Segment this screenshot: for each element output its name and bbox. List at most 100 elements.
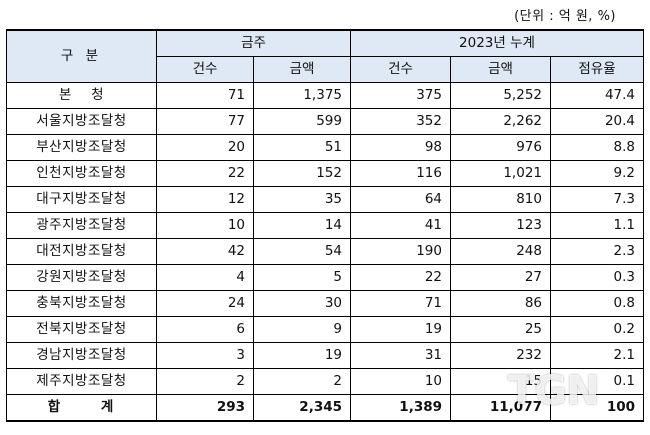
- week-amount: 152: [253, 160, 351, 187]
- unit-note: (단위 : 억 원, %): [514, 9, 616, 24]
- share: 0.8: [550, 290, 644, 317]
- week-count: 22: [156, 160, 254, 187]
- table-row: 서울지방조달청 77 599 352 2,262 20.4: [6, 108, 644, 135]
- week-amount: 14: [253, 212, 351, 239]
- cum-amount: 15: [450, 368, 551, 395]
- row-label: 경남지방조달청: [6, 342, 157, 369]
- total-cum-amount: 11,077: [450, 394, 551, 422]
- share: 0.2: [550, 316, 644, 343]
- row-label: 대전지방조달청: [6, 238, 157, 265]
- table-row: 인천지방조달청 22 152 116 1,021 9.2: [6, 160, 644, 187]
- week-count: 42: [156, 238, 254, 265]
- table-row: 충북지방조달청 24 30 71 86 0.8: [6, 290, 644, 317]
- share: 2.3: [550, 238, 644, 265]
- procurement-table: 구 분 금주 2023년 누계 건수 금액 건수 금액 점유율 본 청 71 1,3…: [6, 29, 644, 422]
- cum-amount: 5,252: [450, 82, 551, 109]
- week-count: 4: [156, 264, 254, 291]
- cum-count: 375: [350, 82, 451, 109]
- cum-count: 22: [350, 264, 451, 291]
- table-row: 경남지방조달청 3 19 31 232 2.1: [6, 342, 644, 369]
- share: 47.4: [550, 82, 644, 109]
- header-count-cumulative: 건수: [350, 56, 451, 83]
- header-this-week: 금주: [156, 29, 351, 57]
- cum-count: 116: [350, 160, 451, 187]
- share: 8.8: [550, 134, 644, 161]
- table-row: 본 청 71 1,375 375 5,252 47.4: [6, 82, 644, 109]
- week-amount: 51: [253, 134, 351, 161]
- row-label: 부산지방조달청: [6, 134, 157, 161]
- cum-amount: 86: [450, 290, 551, 317]
- row-label: 강원지방조달청: [6, 264, 157, 291]
- week-amount: 599: [253, 108, 351, 135]
- header-share: 점유율: [550, 56, 644, 83]
- cum-count: 190: [350, 238, 451, 265]
- cum-count: 71: [350, 290, 451, 317]
- table-body: 본 청 71 1,375 375 5,252 47.4 서울지방조달청 77 599 352 2,2…: [6, 82, 644, 395]
- total-share: 100: [550, 394, 644, 422]
- week-count: 20: [156, 134, 254, 161]
- week-amount: 54: [253, 238, 351, 265]
- share: 0.1: [550, 368, 644, 395]
- table-row: 부산지방조달청 20 51 98 976 8.8: [6, 134, 644, 161]
- cum-count: 31: [350, 342, 451, 369]
- week-amount: 2: [253, 368, 351, 395]
- header-count: 건수: [156, 56, 254, 83]
- header-cumulative: 2023년 누계: [350, 29, 644, 57]
- row-label: 광주지방조달청: [6, 212, 157, 239]
- total-label: 합 계: [6, 394, 157, 422]
- week-amount: 5: [253, 264, 351, 291]
- week-count: 6: [156, 316, 254, 343]
- table-row: 광주지방조달청 10 14 41 123 1.1: [6, 212, 644, 239]
- share: 1.1: [550, 212, 644, 239]
- cum-count: 98: [350, 134, 451, 161]
- header-amount-cumulative: 금액: [450, 56, 551, 83]
- watermark-logo: TGN: [508, 368, 600, 414]
- week-count: 3: [156, 342, 254, 369]
- cum-amount: 248: [450, 238, 551, 265]
- cum-amount: 232: [450, 342, 551, 369]
- week-count: 71: [156, 82, 254, 109]
- cum-count: 64: [350, 186, 451, 213]
- share: 20.4: [550, 108, 644, 135]
- row-label: 서울지방조달청: [6, 108, 157, 135]
- total-week-count: 293: [156, 394, 254, 422]
- header-category: 구 분: [6, 29, 157, 83]
- cum-count: 41: [350, 212, 451, 239]
- cum-amount: 2,262: [450, 108, 551, 135]
- week-count: 2: [156, 368, 254, 395]
- week-amount: 19: [253, 342, 351, 369]
- share: 7.3: [550, 186, 644, 213]
- cum-amount: 976: [450, 134, 551, 161]
- row-label: 제주지방조달청: [6, 368, 157, 395]
- table-row: 전북지방조달청 6 9 19 25 0.2: [6, 316, 644, 343]
- total-week-amount: 2,345: [253, 394, 351, 422]
- cum-amount: 123: [450, 212, 551, 239]
- week-amount: 35: [253, 186, 351, 213]
- row-label: 대구지방조달청: [6, 186, 157, 213]
- header-row-groups: 구 분 금주 2023년 누계: [6, 29, 644, 83]
- row-label: 충북지방조달청: [6, 290, 157, 317]
- cum-amount: 25: [450, 316, 551, 343]
- total-cum-count: 1,389: [350, 394, 451, 422]
- row-label: 전북지방조달청: [6, 316, 157, 343]
- cum-amount: 1,021: [450, 160, 551, 187]
- header-row-columns: 건수 금액 건수 금액 점유율: [7, 56, 644, 83]
- share: 2.1: [550, 342, 644, 369]
- share: 0.3: [550, 264, 644, 291]
- week-amount: 9: [253, 316, 351, 343]
- week-count: 24: [156, 290, 254, 317]
- week-amount: 30: [253, 290, 351, 317]
- week-count: 12: [156, 186, 254, 213]
- cum-count: 10: [350, 368, 451, 395]
- share: 9.2: [550, 160, 644, 187]
- table-row: 대전지방조달청 42 54 190 248 2.3: [6, 238, 644, 265]
- week-amount: 1,375: [253, 82, 351, 109]
- cum-count: 19: [350, 316, 451, 343]
- table-row: 제주지방조달청 2 2 10 15 0.1: [6, 368, 644, 395]
- cum-amount: 27: [450, 264, 551, 291]
- total-row: 합 계 293 2,345 1,389 11,077 100: [6, 394, 644, 422]
- cum-count: 352: [350, 108, 451, 135]
- week-count: 10: [156, 212, 254, 239]
- header-amount: 금액: [253, 56, 351, 83]
- row-label: 본 청: [6, 82, 157, 109]
